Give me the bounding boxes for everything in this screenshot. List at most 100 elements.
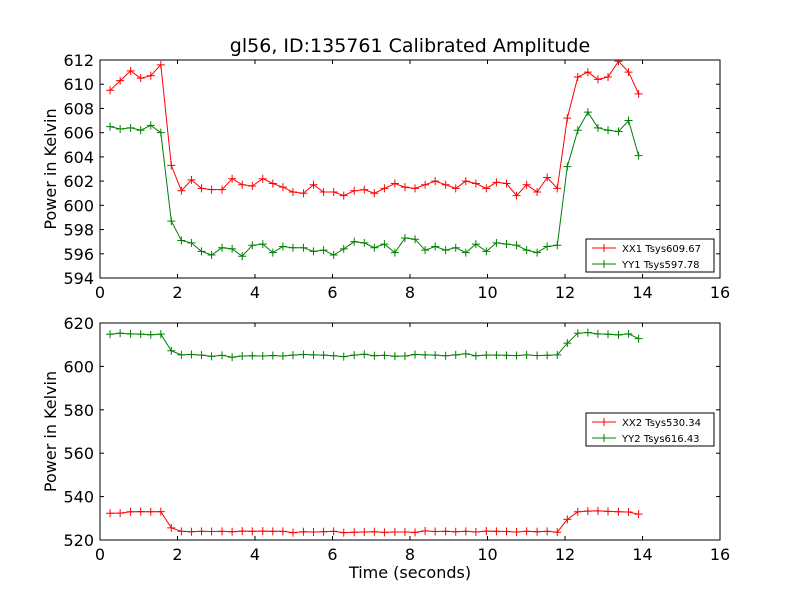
data-point-0-0-47 <box>583 68 592 77</box>
data-point-1-1-2 <box>126 329 135 338</box>
data-point-0-0-51 <box>624 68 633 77</box>
data-point-0-1-44 <box>553 241 562 250</box>
data-point-0-0-19 <box>299 189 308 198</box>
data-point-0-0-13 <box>238 180 247 189</box>
data-point-1-0-5 <box>156 507 165 516</box>
data-point-0-1-22 <box>329 250 338 259</box>
data-point-0-0-16 <box>268 179 277 188</box>
data-point-1-1-36 <box>471 351 480 360</box>
legend-box-0 <box>585 238 715 273</box>
data-point-1-0-52 <box>634 510 643 519</box>
data-point-1-0-26 <box>370 527 379 536</box>
data-point-1-1-27 <box>380 351 389 360</box>
data-point-0-1-20 <box>309 247 318 256</box>
data-point-1-1-0 <box>106 330 115 339</box>
data-point-0-0-43 <box>543 173 552 182</box>
data-point-1-0-6 <box>167 523 176 532</box>
data-point-1-0-46 <box>573 507 582 516</box>
data-point-1-1-5 <box>156 330 165 339</box>
data-point-1-1-9 <box>197 351 206 360</box>
data-point-1-0-3 <box>136 507 145 516</box>
data-point-0-1-18 <box>288 243 297 252</box>
data-point-0-1-8 <box>187 238 196 247</box>
data-point-1-0-32 <box>431 527 440 536</box>
data-point-0-1-17 <box>278 242 287 251</box>
data-point-0-0-27 <box>380 184 389 193</box>
data-point-1-1-12 <box>228 353 237 362</box>
data-point-0-1-46 <box>573 126 582 135</box>
data-point-1-1-13 <box>238 351 247 360</box>
data-point-0-0-31 <box>421 180 430 189</box>
data-point-1-1-51 <box>624 329 633 338</box>
data-point-0-1-37 <box>482 247 491 256</box>
data-point-0-0-52 <box>634 89 643 98</box>
data-point-1-0-0 <box>106 509 115 518</box>
data-point-1-0-24 <box>350 528 359 537</box>
x-tick-label: 14 <box>632 283 652 302</box>
data-point-0-0-17 <box>278 183 287 192</box>
data-point-1-0-44 <box>553 528 562 537</box>
data-point-0-0-22 <box>329 188 338 197</box>
y-tick-label: 598 <box>63 221 94 240</box>
data-point-1-0-42 <box>533 527 542 536</box>
data-point-1-1-41 <box>522 350 531 359</box>
x-tick-label: 8 <box>405 283 415 302</box>
data-point-1-1-23 <box>339 352 348 361</box>
data-point-1-0-9 <box>197 527 206 536</box>
legend-label: YY2 Tsys616.43 <box>621 434 700 445</box>
data-point-1-1-30 <box>411 350 420 359</box>
data-point-1-1-24 <box>350 351 359 360</box>
data-point-0-0-2 <box>126 66 135 75</box>
data-point-1-1-42 <box>533 351 542 360</box>
y-axis-label: Power in Kelvin <box>41 108 60 229</box>
data-point-0-1-19 <box>299 243 308 252</box>
data-point-1-1-39 <box>502 351 511 360</box>
data-point-0-1-42 <box>533 248 542 257</box>
data-point-0-1-49 <box>604 126 613 135</box>
data-point-1-0-33 <box>441 527 450 536</box>
data-point-0-0-37 <box>482 184 491 193</box>
data-point-0-0-9 <box>197 184 206 193</box>
data-point-1-1-38 <box>492 351 501 360</box>
data-point-0-1-38 <box>492 238 501 247</box>
data-point-1-0-16 <box>268 527 277 536</box>
x-tick-label: 6 <box>327 545 337 564</box>
data-point-0-1-35 <box>461 248 470 257</box>
data-point-0-0-23 <box>339 191 348 200</box>
data-point-1-0-49 <box>604 507 613 516</box>
data-point-1-0-14 <box>248 527 257 536</box>
data-point-0-1-21 <box>319 246 328 255</box>
data-point-1-1-28 <box>390 352 399 361</box>
x-tick-label: 10 <box>477 545 497 564</box>
y-tick-label: 606 <box>63 124 94 143</box>
data-point-1-0-8 <box>187 527 196 536</box>
data-point-0-0-11 <box>218 185 227 194</box>
data-point-0-0-46 <box>573 72 582 81</box>
legend-box-1 <box>585 412 715 447</box>
y-tick-label: 600 <box>63 357 94 376</box>
y-tick-label: 580 <box>63 401 94 420</box>
data-point-1-0-25 <box>360 527 369 536</box>
data-point-1-0-27 <box>380 528 389 537</box>
data-point-1-1-46 <box>573 329 582 338</box>
data-point-0-1-30 <box>411 235 420 244</box>
data-point-0-0-33 <box>441 180 450 189</box>
data-point-0-0-38 <box>492 178 501 187</box>
data-point-0-0-4 <box>146 71 155 80</box>
data-point-0-1-6 <box>167 217 176 226</box>
data-point-0-1-26 <box>370 243 379 252</box>
data-point-1-1-11 <box>218 351 227 360</box>
data-point-1-0-4 <box>146 507 155 516</box>
data-point-0-0-12 <box>228 174 237 183</box>
data-point-0-1-1 <box>116 125 125 134</box>
data-point-1-1-20 <box>309 350 318 359</box>
data-point-0-0-5 <box>156 60 165 69</box>
data-point-0-1-32 <box>431 242 440 251</box>
data-point-0-0-15 <box>258 174 267 183</box>
data-point-1-1-18 <box>288 351 297 360</box>
y-tick-label: 602 <box>63 172 94 191</box>
x-tick-label: 8 <box>405 545 415 564</box>
x-tick-label: 4 <box>250 545 260 564</box>
data-point-1-1-44 <box>553 350 562 359</box>
data-point-1-1-52 <box>634 334 643 343</box>
